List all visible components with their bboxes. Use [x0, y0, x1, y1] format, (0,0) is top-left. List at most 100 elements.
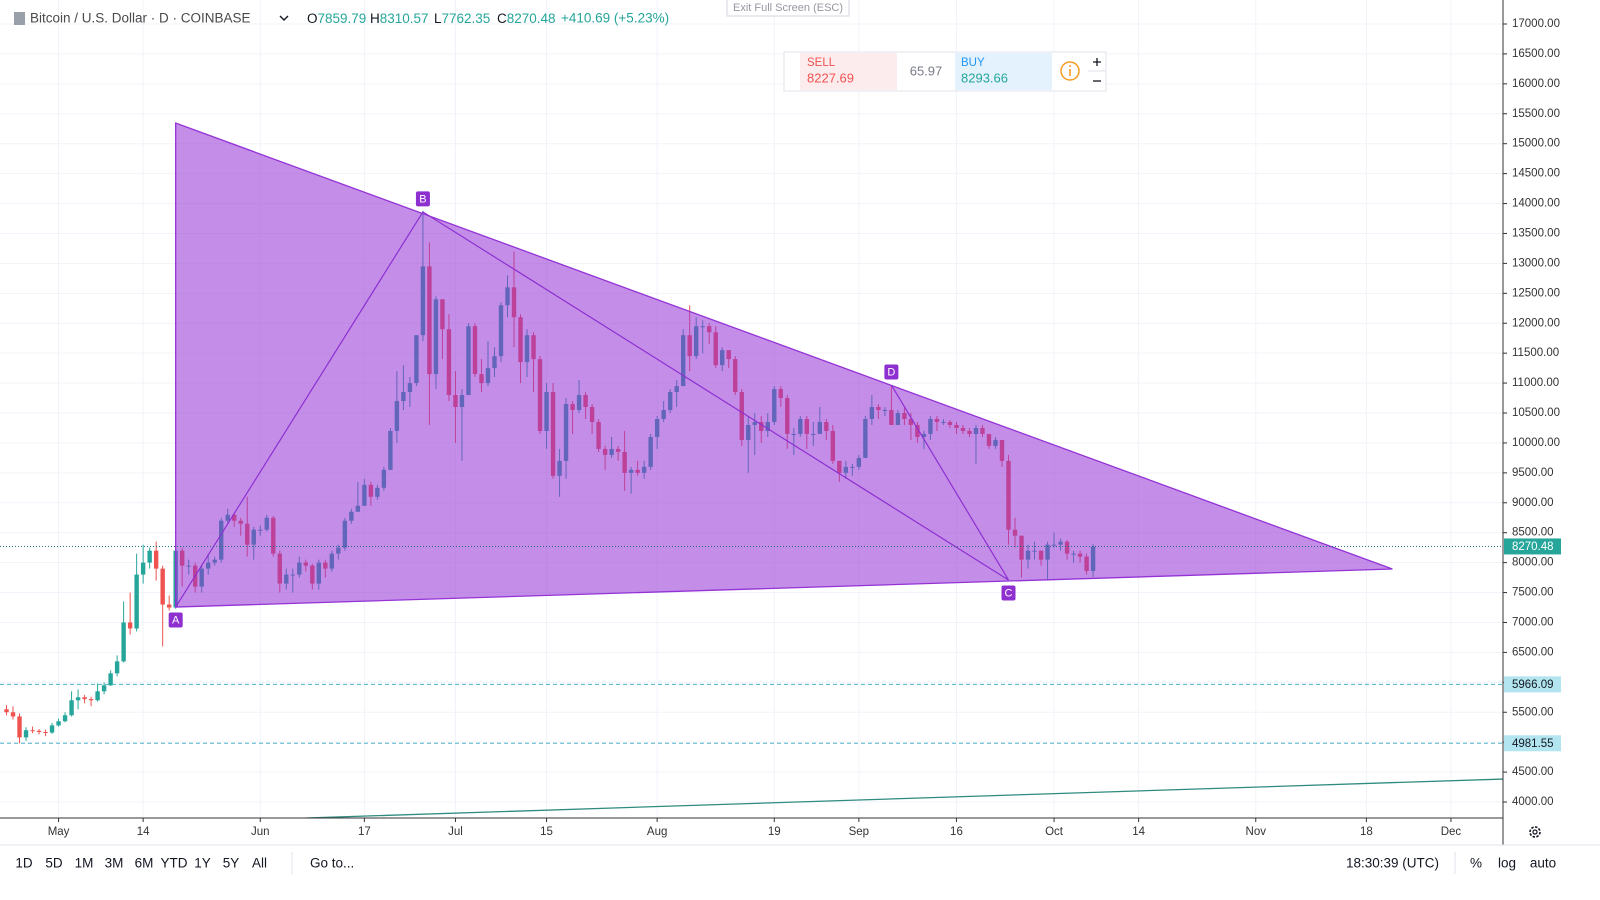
- pattern-point-label: D: [887, 366, 895, 378]
- pattern-point-label: B: [419, 193, 426, 205]
- spread: 65.97: [910, 63, 943, 78]
- exit-button[interactable]: [726, 0, 850, 17]
- y-tick-label: 15000.00: [1512, 138, 1560, 150]
- candle-body: [49, 725, 55, 733]
- candle-body: [153, 550, 159, 569]
- ohlc-item: O7859.79: [307, 11, 366, 26]
- y-tick-label: 17000.00: [1512, 18, 1560, 30]
- y-tick-label: 12000.00: [1512, 317, 1560, 329]
- triangle-pattern: [175, 122, 1393, 608]
- ohlc-letter: H: [370, 11, 380, 26]
- symbol-title[interactable]: Bitcoin / U.S. Dollar · D · COINBASE: [30, 11, 251, 26]
- range-button[interactable]: All: [252, 856, 267, 871]
- price-label-box: [1504, 538, 1561, 555]
- settings-icon[interactable]: [1529, 826, 1541, 838]
- price-label-box: [1504, 735, 1561, 752]
- candle-body: [56, 721, 61, 726]
- axes: 4000.004500.005000.005500.006000.006500.…: [48, 18, 1560, 838]
- price-label-box: [1504, 676, 1561, 693]
- candle-body: [101, 685, 107, 692]
- y-tick-label: 13000.00: [1512, 257, 1560, 269]
- buy-label[interactable]: BUY: [961, 57, 985, 69]
- x-tick-label: Aug: [647, 826, 667, 838]
- candle-body: [160, 568, 165, 605]
- range-button[interactable]: 5D: [45, 856, 63, 871]
- x-tick-label: 17: [358, 826, 371, 838]
- range-button[interactable]: 1Y: [194, 856, 211, 871]
- y-tick-label: 14500.00: [1512, 168, 1560, 180]
- exit-button-label[interactable]: Exit Full Screen (ESC): [733, 2, 843, 14]
- sell-price[interactable]: 8227.69: [807, 70, 854, 85]
- info-icon-dot: [1069, 65, 1071, 67]
- zoom-in[interactable]: [1093, 58, 1101, 66]
- ohlc-value: 8270.48: [507, 11, 556, 26]
- range-button[interactable]: 3M: [105, 856, 124, 871]
- buy-price[interactable]: 8293.66: [961, 70, 1008, 85]
- range-button[interactable]: 6M: [135, 856, 154, 871]
- price-label: 8270.48: [1512, 541, 1554, 553]
- candle-body: [121, 622, 126, 662]
- y-tick-label: 7000.00: [1512, 617, 1554, 629]
- candle-body: [88, 699, 94, 701]
- goto-button[interactable]: Go to...: [310, 856, 354, 871]
- price-change: +410.69 (+5.23%): [561, 11, 669, 26]
- y-tick-label: 13500.00: [1512, 227, 1560, 239]
- range-button[interactable]: 1M: [75, 856, 94, 871]
- ohlc-letter: O: [307, 11, 318, 26]
- ohlc-value: 8310.57: [380, 11, 429, 26]
- y-tick-label: 6500.00: [1512, 646, 1554, 658]
- abcd-pattern-line: [175, 211, 1010, 608]
- ohlc-letter: L: [434, 11, 442, 26]
- percent-toggle[interactable]: %: [1470, 856, 1482, 871]
- y-tick-label: 9500.00: [1512, 467, 1554, 479]
- pattern-point-label: C: [1005, 587, 1013, 599]
- pattern-point-box: [415, 191, 430, 207]
- candle-body: [62, 715, 68, 722]
- x-tick-label: Nov: [1246, 826, 1267, 838]
- ohlc-item: L7762.35: [434, 11, 490, 26]
- y-tick-label: 9000.00: [1512, 497, 1554, 509]
- candle-body: [108, 673, 113, 686]
- symbol-dropdown[interactable]: [279, 15, 289, 21]
- sell-button[interactable]: [800, 53, 897, 90]
- ohlc-item: H8310.57: [370, 11, 429, 26]
- info-icon[interactable]: [1060, 61, 1080, 81]
- x-tick-label: Oct: [1045, 826, 1064, 838]
- x-tick-label: 16: [950, 826, 963, 838]
- range-button[interactable]: YTD: [161, 856, 188, 871]
- candle-body: [10, 712, 16, 717]
- y-tick-label: 16000.00: [1512, 78, 1560, 90]
- log-toggle[interactable]: log: [1498, 856, 1516, 871]
- candle-body: [75, 697, 81, 701]
- range-buttons: 1D 5D 1M 3M 6M YTD 1Y 5Y All: [15, 856, 267, 871]
- trade-widget: SELL 8227.69 65.97 BUY 8293.66: [783, 51, 1107, 92]
- price-label: 4981.55: [1512, 738, 1554, 750]
- ohlc-letter: C: [497, 11, 507, 26]
- ohlc-values: O7859.79 H8310.57 L7762.35 C8270.48: [307, 11, 556, 26]
- buy-button[interactable]: [955, 53, 1052, 90]
- pattern-point-box: [168, 612, 183, 628]
- auto-toggle[interactable]: auto: [1530, 856, 1556, 871]
- sell-label[interactable]: SELL: [807, 57, 836, 69]
- settings-icon-core: [1532, 829, 1538, 835]
- price-label: 5966.09: [1512, 679, 1554, 691]
- x-tick-label: 15: [540, 826, 553, 838]
- ohlc-value: 7762.35: [442, 11, 491, 26]
- candle-body: [95, 691, 100, 701]
- range-button[interactable]: 1D: [15, 856, 33, 871]
- candle-body: [30, 730, 35, 732]
- candle-body: [23, 730, 29, 738]
- x-tick-label: 14: [137, 826, 150, 838]
- x-tick-label: Jun: [251, 826, 270, 838]
- symbol-icon: [14, 12, 25, 25]
- trendline: [305, 778, 1503, 818]
- candle-body: [147, 550, 152, 563]
- y-tick-label: 10500.00: [1512, 407, 1560, 419]
- range-button[interactable]: 5Y: [223, 856, 240, 871]
- y-tick-label: 14000.00: [1512, 198, 1560, 210]
- pattern-point-label: A: [172, 614, 180, 626]
- candle-body: [36, 730, 42, 732]
- pattern-point-box: [1001, 585, 1016, 601]
